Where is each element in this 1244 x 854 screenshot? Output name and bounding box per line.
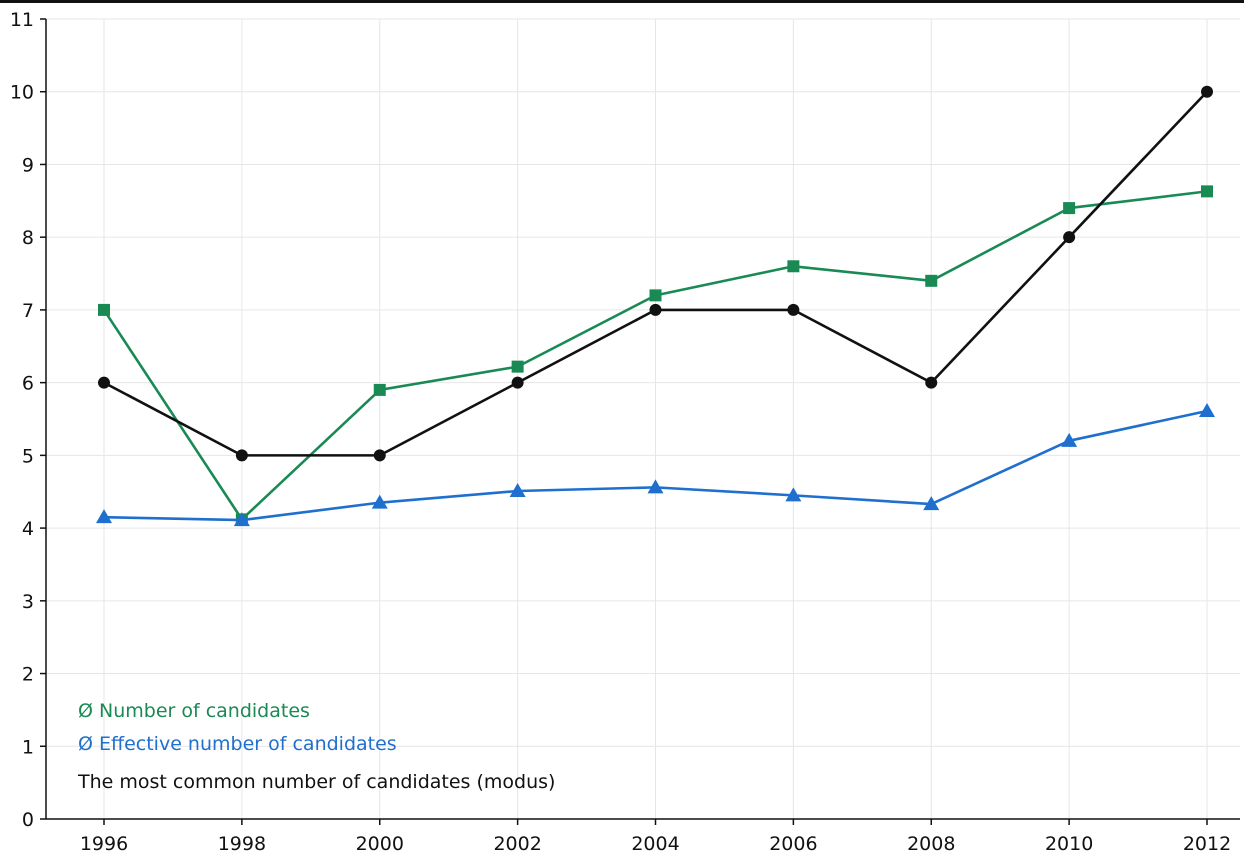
data-point-square — [925, 274, 938, 287]
y-tick-label: 4 — [22, 518, 34, 540]
series-3 — [98, 85, 1213, 462]
y-tick-label: 3 — [22, 591, 34, 613]
y-tick-label: 11 — [10, 9, 34, 31]
data-point-circle — [98, 376, 110, 389]
x-tick-label: 2000 — [356, 833, 404, 854]
y-tick-label: 0 — [22, 809, 34, 831]
data-point-square — [373, 383, 386, 396]
x-tick-label: 1996 — [80, 833, 128, 854]
y-tick-label: 5 — [22, 445, 34, 467]
data-point-triangle — [509, 483, 526, 497]
data-point-triangle — [233, 512, 250, 527]
series-layer — [96, 85, 1215, 527]
data-point-triangle — [1061, 432, 1078, 447]
data-point-square — [649, 289, 662, 302]
legend: Ø Number of candidates Ø Effective number… — [77, 700, 555, 793]
data-point-circle — [649, 303, 662, 316]
data-point-square — [1063, 202, 1076, 215]
data-point-circle — [511, 376, 524, 389]
x-tick-label: 2010 — [1045, 833, 1093, 854]
data-point-circle — [1201, 85, 1213, 98]
data-point-triangle — [785, 487, 802, 502]
x-tick-label: 2002 — [493, 833, 541, 854]
y-tick-label: 9 — [22, 154, 34, 176]
data-point-square — [98, 303, 110, 316]
data-point-square — [787, 260, 800, 273]
data-point-triangle — [1199, 403, 1215, 417]
y-tick-label: 7 — [22, 300, 34, 322]
data-point-circle — [1063, 231, 1076, 244]
y-tick-label: 1 — [22, 736, 34, 758]
x-tick-label: 1998 — [218, 833, 266, 854]
y-tick-label: 6 — [22, 373, 34, 395]
y-tick-label: 10 — [10, 82, 34, 104]
data-point-circle — [925, 376, 938, 389]
series-2 — [96, 403, 1215, 527]
data-point-triangle — [923, 496, 940, 511]
data-point-circle — [787, 303, 800, 316]
x-tick-label: 2004 — [631, 833, 679, 854]
x-tick-label: 2008 — [907, 833, 955, 854]
data-point-circle — [235, 449, 248, 462]
data-point-circle — [373, 449, 386, 462]
data-point-square — [511, 360, 524, 373]
data-point-triangle — [96, 509, 112, 524]
x-tick-label: 2006 — [769, 833, 817, 854]
data-point-triangle — [647, 479, 664, 494]
legend-entry: The most common number of candidates (mo… — [77, 771, 555, 793]
y-tick-label: 8 — [22, 227, 34, 249]
data-point-triangle — [371, 494, 388, 509]
x-tick-label: 2012 — [1183, 833, 1231, 854]
data-point-square — [1201, 185, 1213, 198]
legend-entry: Ø Number of candidates — [78, 700, 310, 722]
y-tick-label: 2 — [22, 664, 34, 686]
legend-entry: Ø Effective number of candidates — [78, 733, 397, 755]
grid-layer — [46, 18, 1240, 819]
